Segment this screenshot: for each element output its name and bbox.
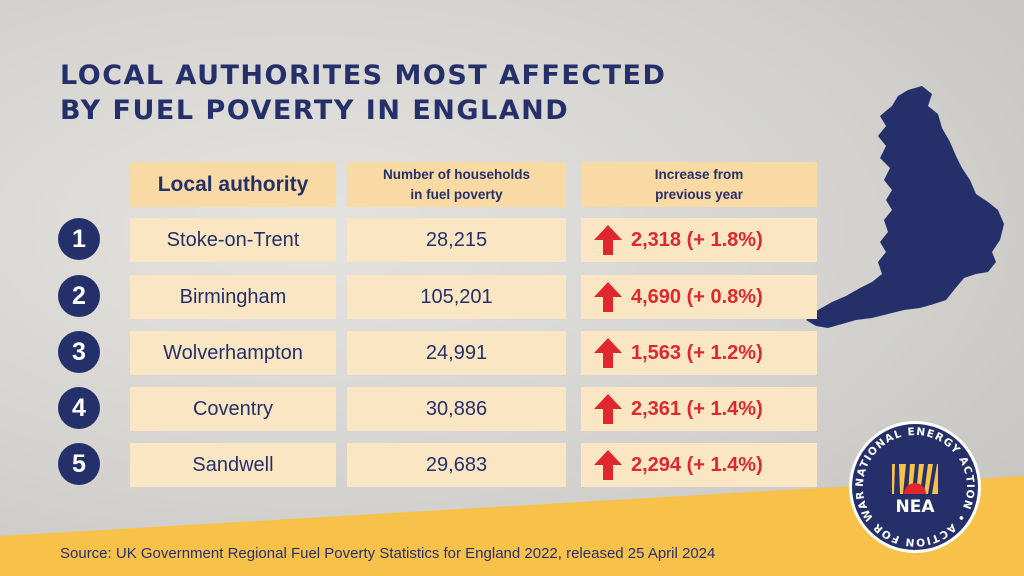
increase-cell: 1,563 (+ 1.2%) [581,331,817,375]
rank-badge: 4 [58,387,100,429]
rank-badge: 2 [58,275,100,317]
page-title: LOCAL AUTHORITES MOST AFFECTED BY FUEL P… [60,58,666,128]
households-cell: 28,215 [347,218,566,262]
households-cell: 30,886 [347,387,566,431]
up-arrow-icon [594,282,622,312]
increase-value: 4,690 (+ 0.8%) [631,285,763,308]
increase-value: 2,294 (+ 1.4%) [631,453,763,476]
authority-cell: Coventry [130,387,336,431]
up-arrow-icon [594,225,622,255]
authority-cell: Wolverhampton [130,331,336,375]
sun-icon [892,464,938,494]
logo-acronym: NEA [896,497,936,517]
up-arrow-icon [594,450,622,480]
header-households-line-2: in fuel poverty [410,186,503,202]
rank-badge: 3 [58,331,100,373]
header-households-line-1: Number of households [382,166,530,182]
up-arrow-icon [594,338,622,368]
source-note: Source: UK Government Regional Fuel Pove… [60,545,716,562]
increase-value: 2,318 (+ 1.8%) [631,228,763,251]
title-line-1: LOCAL AUTHORITES MOST AFFECTED [60,60,667,91]
header-increase: Increase from previous year [581,162,817,207]
authority-cell: Sandwell [130,443,336,487]
header-increase-line-1: Increase from [654,166,744,182]
header-households: Number of households in fuel poverty [347,162,566,207]
households-cell: 24,991 [347,331,566,375]
header-local-authority: Local authority [130,162,336,207]
title-line-2: BY FUEL POVERTY IN ENGLAND [60,95,570,126]
rank-badge: 1 [58,218,100,260]
rank-badge: 5 [58,443,100,485]
header-increase-line-2: previous year [655,186,743,202]
increase-cell: 2,318 (+ 1.8%) [581,218,817,262]
authority-cell: Birmingham [130,275,336,319]
authority-cell: Stoke-on-Trent [130,218,336,262]
households-cell: 105,201 [347,275,566,319]
increase-cell: 2,294 (+ 1.4%) [581,443,817,487]
increase-value: 1,563 (+ 1.2%) [631,341,763,364]
increase-value: 2,361 (+ 1.4%) [631,397,763,420]
nea-logo: NATIONAL ENERGY ACTION • ACTION FOR WARM… [848,420,981,553]
increase-cell: 4,690 (+ 0.8%) [581,275,817,319]
header-local-authority-label: Local authority [157,172,309,196]
increase-cell: 2,361 (+ 1.4%) [581,387,817,431]
households-cell: 29,683 [347,443,566,487]
england-map [806,86,1004,328]
up-arrow-icon [594,394,622,424]
